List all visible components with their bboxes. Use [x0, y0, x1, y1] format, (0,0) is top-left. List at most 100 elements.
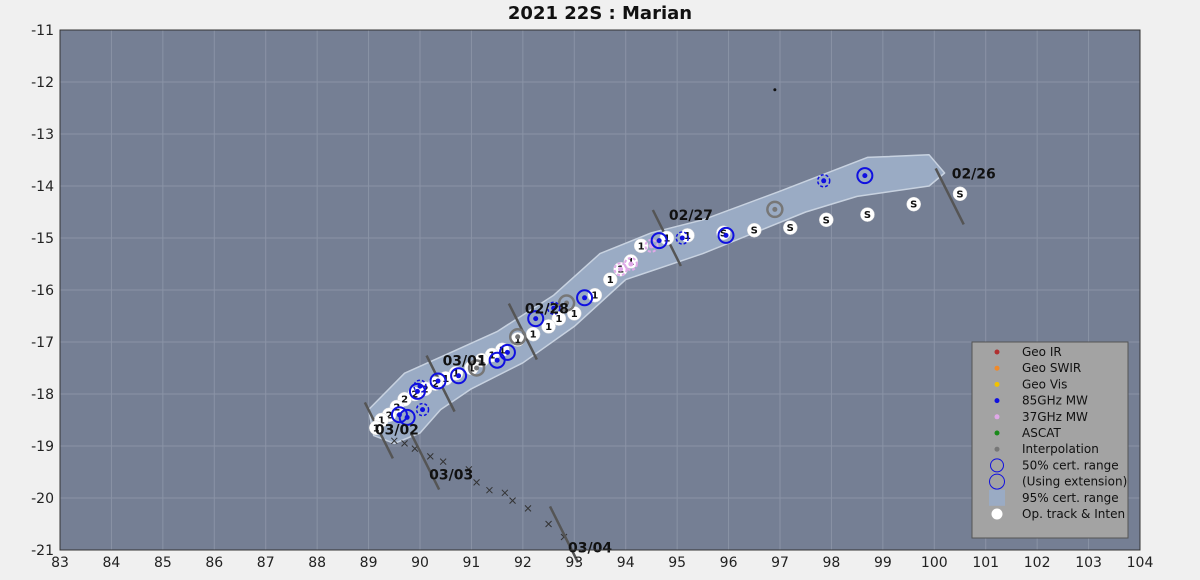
op-track-intensity-label: 2	[386, 410, 393, 421]
date-marker-bar	[934, 167, 965, 225]
legend-label: ASCAT	[1022, 426, 1061, 440]
op-track-point	[603, 272, 618, 287]
mw85-fix-ring	[816, 174, 831, 188]
x-tick-label: 103	[1075, 555, 1102, 571]
legend-swatch-white	[991, 508, 1003, 520]
op-track-point	[525, 326, 541, 342]
forecast-track-mark	[473, 479, 480, 486]
x-tick-label: 100	[921, 555, 948, 571]
op-track-intensity-label: 1	[638, 241, 645, 252]
op-track-point	[906, 196, 921, 212]
op-track-intensity-label: S	[823, 215, 830, 226]
mw85-fix-dot	[862, 173, 868, 179]
mw85-fix-dot	[456, 373, 462, 379]
mw85-fix-dot	[723, 232, 729, 238]
forecast-track-mark	[426, 453, 434, 460]
legend-swatch-dot	[994, 430, 1000, 436]
y-tick-label: -13	[31, 127, 54, 143]
x-tick-label: 89	[360, 555, 378, 571]
mw85-fix-dot	[821, 178, 827, 184]
legend: Geo IR Geo SWIR Geo Vis 85GHz MW 37GHz MW ASC…	[971, 341, 1129, 539]
op-track-intensity-label: 1	[591, 291, 598, 302]
extra-dot	[773, 88, 777, 92]
legend-label: 95% cert. range	[1022, 491, 1119, 505]
x-tick-label: 98	[823, 555, 841, 571]
op-track-intensity-label: S	[751, 226, 758, 237]
op-track-intensity-label: 1	[545, 322, 552, 333]
op-track-point	[633, 238, 649, 254]
date-marker-label: 02/26	[952, 166, 996, 182]
mw37-fix-dot	[628, 261, 634, 267]
op-track-intensity-label: 1	[499, 345, 506, 356]
legend-swatch-dot	[994, 349, 1000, 355]
mw85-fix-ring	[527, 310, 545, 328]
tick-labels: 83 84 85 86 87 88 89 90 91 92 93 94 95 96 97 98 99 100 101…	[31, 23, 1153, 571]
date-marker-label: 03/03	[429, 468, 473, 484]
interp-fix-ring	[508, 328, 527, 346]
y-tick-label: -18	[31, 387, 54, 403]
op-track-intensity-label: S	[787, 223, 794, 234]
date-marker-bar	[548, 505, 580, 563]
y-tick-label: -19	[31, 439, 54, 455]
legend-label: Op. track & Inten	[1022, 507, 1125, 521]
mw85-fix-ring	[398, 408, 416, 426]
y-tick-label: -11	[31, 23, 54, 39]
mw85-fix-dot	[504, 349, 510, 355]
mw85-fix-dot	[414, 388, 420, 394]
x-tick-label: 99	[874, 555, 892, 571]
mw85-fix-ring	[450, 367, 468, 385]
mw85-fix-dot	[551, 305, 557, 311]
op-track-point	[623, 254, 639, 269]
date-marker-label: 03/04	[568, 540, 612, 556]
mw85-fix-ring	[390, 406, 408, 424]
mw85-fix-ring	[488, 351, 506, 369]
mw85-fix-ring	[429, 372, 447, 390]
x-tick-label: 83	[51, 555, 69, 571]
legend-swatch-ring-ext	[989, 473, 1005, 490]
x-tick-label: 94	[617, 555, 635, 571]
op-track-point	[369, 420, 384, 436]
mw85-fix-dot	[420, 407, 426, 413]
interp-fix-dot	[564, 300, 570, 306]
op-track-intensity-label: 1	[571, 309, 578, 320]
op-track-intensity-label: 2	[432, 379, 439, 390]
legend-swatch-square	[989, 489, 1005, 506]
mw85-fix-ring	[717, 226, 735, 244]
forecast-track-mark	[465, 466, 473, 473]
op-track-point	[783, 220, 798, 235]
mw85-fix-dot	[582, 295, 588, 301]
mw37-fix-ring	[623, 257, 638, 271]
date-marker-label: 03/01	[443, 354, 487, 370]
marks-layer: SSSSSSS1111111111111111112222221102/2602…	[363, 88, 996, 563]
mw85-fix-ring	[675, 231, 690, 245]
mw85-fix-dot	[679, 235, 685, 241]
mw85-fix-ring	[415, 402, 430, 417]
mw85-fix-ring	[650, 232, 668, 250]
mw85-fix-ring	[408, 382, 426, 400]
y-tick-label: -14	[31, 179, 54, 195]
date-marker-label: 02/27	[669, 208, 713, 224]
op-track-point	[819, 212, 834, 228]
x-tick-label: 87	[257, 555, 275, 571]
forecast-track-mark	[486, 486, 493, 494]
forecast-track-mark	[545, 520, 552, 528]
mw37-fix-ring	[613, 262, 628, 277]
x-tick-label: 90	[411, 555, 429, 571]
y-tick-label: -16	[31, 283, 54, 299]
legend-label: (Using extension)	[1022, 475, 1127, 489]
x-tick-label: 101	[972, 555, 999, 571]
op-track-intensity-label: 1	[555, 314, 562, 325]
x-tick-label: 102	[1024, 555, 1051, 571]
legend-swatch-dot	[994, 398, 1000, 404]
interp-fix-dot	[474, 365, 480, 371]
mw85-fix-ring	[576, 289, 594, 307]
legend-swatch-dot	[994, 381, 1000, 387]
x-tick-label: 96	[720, 555, 738, 571]
legend-swatch-ring	[990, 458, 1004, 473]
legend-swatch-dot	[994, 446, 1000, 452]
op-track-point	[952, 186, 968, 202]
x-tick-label: 84	[103, 555, 121, 571]
interp-fix-ring	[557, 294, 576, 312]
interp-fix-ring	[467, 359, 486, 377]
